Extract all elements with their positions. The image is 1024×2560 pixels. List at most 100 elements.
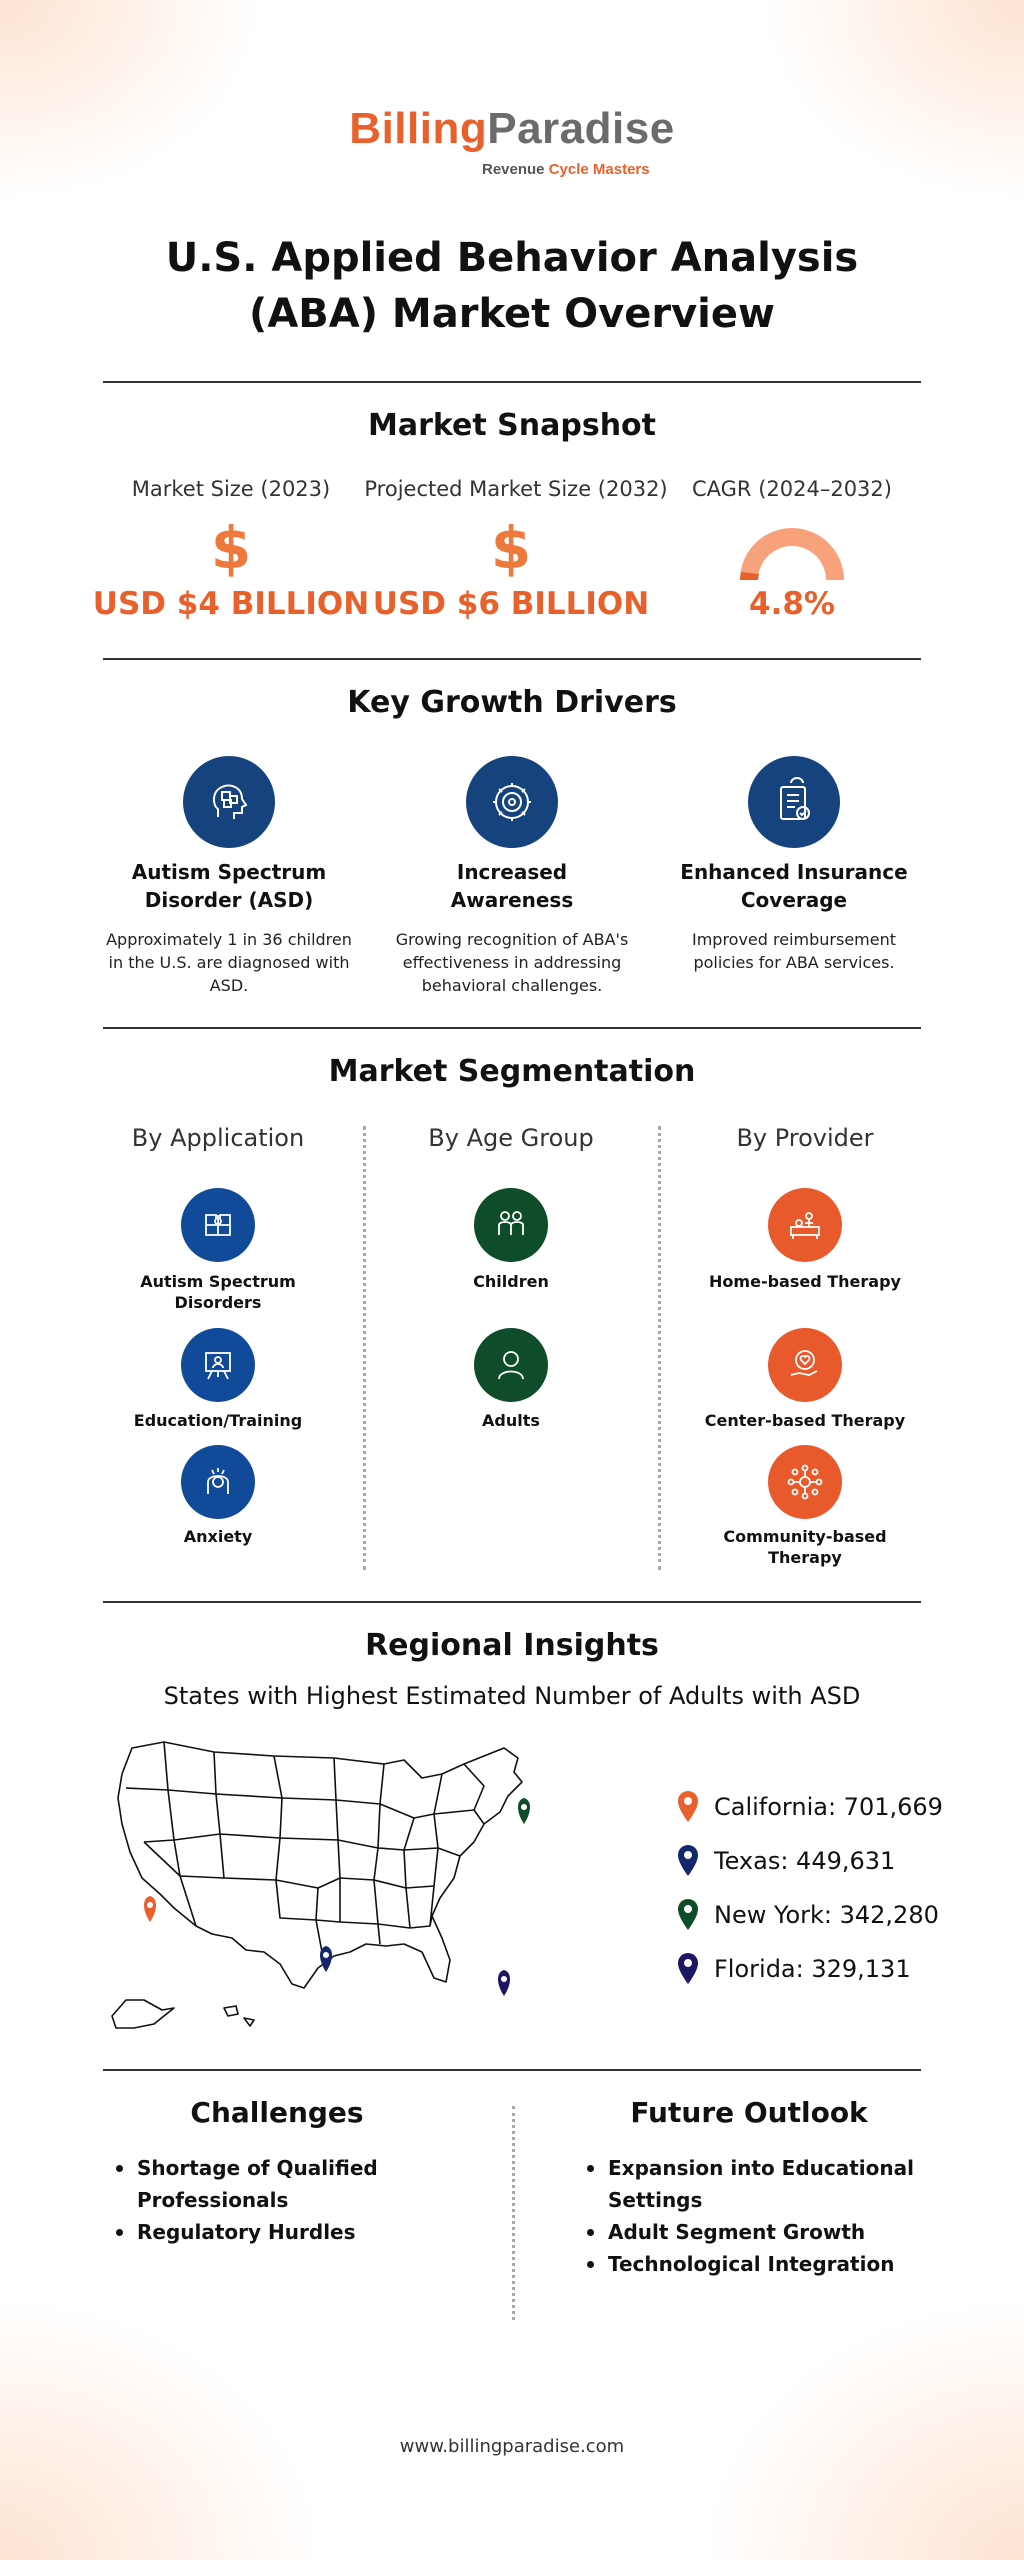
anxiety-icon xyxy=(181,1445,255,1519)
snapshot-label-cagr: CAGR (2024–2032) xyxy=(692,477,892,501)
regional-subheading: States with Highest Estimated Number of … xyxy=(163,1682,861,1710)
page-title-line2: (ABA) Market Overview xyxy=(249,291,775,337)
state-legend-florida: Florida: 329,131 xyxy=(676,1953,911,1985)
map-pin-icon xyxy=(678,1845,698,1876)
segmentation-heading: Market Segmentation xyxy=(328,1054,696,1089)
state-legend-label: Texas: 449,631 xyxy=(714,1847,896,1875)
brand-logo: BillingParadise xyxy=(0,104,1024,154)
list-item-line: Shortage of Qualified xyxy=(137,2156,378,2180)
map-pin-icon xyxy=(678,1953,698,1984)
driver-desc-line: in the U.S. are diagnosed with xyxy=(108,953,350,972)
segment-label-line: Community-based xyxy=(723,1527,887,1546)
state-legend-label: Florida: 329,131 xyxy=(714,1955,911,1983)
segment-label-anxiety: Anxiety xyxy=(183,1527,253,1546)
state-legend-california: California: 701,669 xyxy=(676,1791,943,1823)
divider xyxy=(103,1601,921,1603)
driver-desc-line: Approximately 1 in 36 children xyxy=(106,930,352,949)
driver-desc-insurance: Improved reimbursement policies for ABA … xyxy=(659,928,929,974)
state-legend-new-york: New York: 342,280 xyxy=(676,1899,939,1931)
footer-url[interactable]: www.billingparadise.com xyxy=(399,2436,625,2457)
segment-label-line: Disorders xyxy=(174,1293,262,1312)
driver-title-insurance: Enhanced Insurance Coverage xyxy=(664,858,924,914)
divider xyxy=(103,2069,921,2071)
segment-label-line: Autism Spectrum xyxy=(140,1272,296,1291)
segment-label-line: Therapy xyxy=(768,1548,842,1567)
brand-name-part2: Paradise xyxy=(487,104,675,153)
driver-title-line: Coverage xyxy=(740,888,848,912)
snapshot-heading: Market Snapshot xyxy=(367,408,657,443)
regional-heading: Regional Insights xyxy=(365,1628,659,1663)
dollar-icon: $ xyxy=(210,514,252,582)
list-item: Regulatory Hurdles xyxy=(110,2216,490,2248)
us-map xyxy=(104,1738,590,2038)
list-item-line: Adult Segment Growth xyxy=(608,2220,866,2244)
driver-desc-awareness: Growing recognition of ABA's effectivene… xyxy=(377,928,647,997)
driver-desc-line: policies for ABA services. xyxy=(693,953,895,972)
column-divider xyxy=(363,1126,366,1570)
list-item: Expansion into Educational Settings xyxy=(581,2152,961,2216)
driver-title-awareness: Increased Awareness xyxy=(382,858,642,914)
driver-title-line: Enhanced Insurance xyxy=(680,860,908,884)
segment-heading-application: By Application xyxy=(131,1124,305,1152)
puzzle-head-icon xyxy=(183,756,275,848)
driver-title-line: Autism Spectrum xyxy=(131,860,327,884)
segment-label-asd: Autism Spectrum Disorders xyxy=(108,1271,328,1313)
segment-heading-age: By Age Group xyxy=(428,1124,594,1152)
snapshot-value-projected: USD $6 BILLION xyxy=(372,586,650,622)
segment-label-center-therapy: Center-based Therapy xyxy=(704,1411,906,1430)
page-title-line1: U.S. Applied Behavior Analysis xyxy=(165,235,859,281)
segment-label-children: Children xyxy=(473,1272,549,1291)
home-therapy-icon xyxy=(768,1188,842,1262)
segment-label-education: Education/Training xyxy=(133,1411,303,1430)
outlook-heading: Future Outlook xyxy=(630,2096,868,2129)
page-title: U.S. Applied Behavior Analysis (ABA) Mar… xyxy=(0,230,1024,342)
driver-desc-line: behavioral challenges. xyxy=(421,976,603,995)
snapshot-label-projected: Projected Market Size (2032) xyxy=(364,477,668,501)
snapshot-value-market-size: USD $4 BILLION xyxy=(92,586,370,622)
driver-desc-line: Improved reimbursement xyxy=(691,930,897,949)
presentation-board-icon xyxy=(181,1328,255,1402)
children-icon xyxy=(474,1188,548,1262)
driver-desc-line: effectiveness in addressing xyxy=(402,953,622,972)
segment-label-adults: Adults xyxy=(482,1411,540,1430)
map-pin-icon xyxy=(678,1899,698,1930)
column-divider xyxy=(658,1126,661,1570)
hand-heart-icon xyxy=(768,1328,842,1402)
state-legend-label: New York: 342,280 xyxy=(714,1901,939,1929)
brand-tagline: Revenue Cycle Masters xyxy=(482,161,650,178)
adult-icon xyxy=(474,1328,548,1402)
list-item-line: Regulatory Hurdles xyxy=(137,2220,356,2244)
divider xyxy=(103,658,921,660)
list-item: Adult Segment Growth xyxy=(581,2216,961,2248)
brand-name-part1: Billing xyxy=(349,104,488,153)
list-item-line: Settings xyxy=(608,2188,703,2212)
list-item-line: Professionals xyxy=(137,2188,289,2212)
state-legend-label: California: 701,669 xyxy=(714,1793,943,1821)
challenges-heading: Challenges xyxy=(190,2096,364,2129)
community-network-icon xyxy=(768,1445,842,1519)
puzzle-icon xyxy=(181,1188,255,1262)
driver-desc-asd: Approximately 1 in 36 children in the U.… xyxy=(94,928,364,997)
driver-desc-line: Growing recognition of ABA's xyxy=(395,930,629,949)
list-item: Shortage of Qualified Professionals xyxy=(110,2152,490,2216)
state-legend-texas: Texas: 449,631 xyxy=(676,1845,895,1877)
driver-title-line: Increased xyxy=(456,860,568,884)
driver-title-line: Awareness xyxy=(450,888,574,912)
segment-label-community-therapy: Community-based Therapy xyxy=(695,1526,915,1568)
snapshot-label-market-size: Market Size (2023) xyxy=(131,477,331,501)
tagline-part2: Cycle Masters xyxy=(548,161,650,178)
driver-title-asd: Autism Spectrum Disorder (ASD) xyxy=(99,858,359,914)
driver-title-line: Disorder (ASD) xyxy=(144,888,314,912)
drivers-heading: Key Growth Drivers xyxy=(347,685,677,720)
insurance-document-icon xyxy=(748,756,840,848)
tagline-part1: Revenue xyxy=(482,161,549,178)
segment-heading-provider: By Provider xyxy=(736,1124,874,1152)
divider xyxy=(103,381,921,383)
gauge-icon xyxy=(734,522,850,586)
challenges-list: Shortage of Qualified Professionals Regu… xyxy=(110,2152,490,2248)
segment-label-home-therapy: Home-based Therapy xyxy=(709,1272,901,1291)
dollar-icon: $ xyxy=(490,514,532,582)
list-item: Technological Integration xyxy=(581,2248,961,2280)
outlook-list: Expansion into Educational Settings Adul… xyxy=(581,2152,961,2280)
list-item-line: Expansion into Educational xyxy=(608,2156,914,2180)
